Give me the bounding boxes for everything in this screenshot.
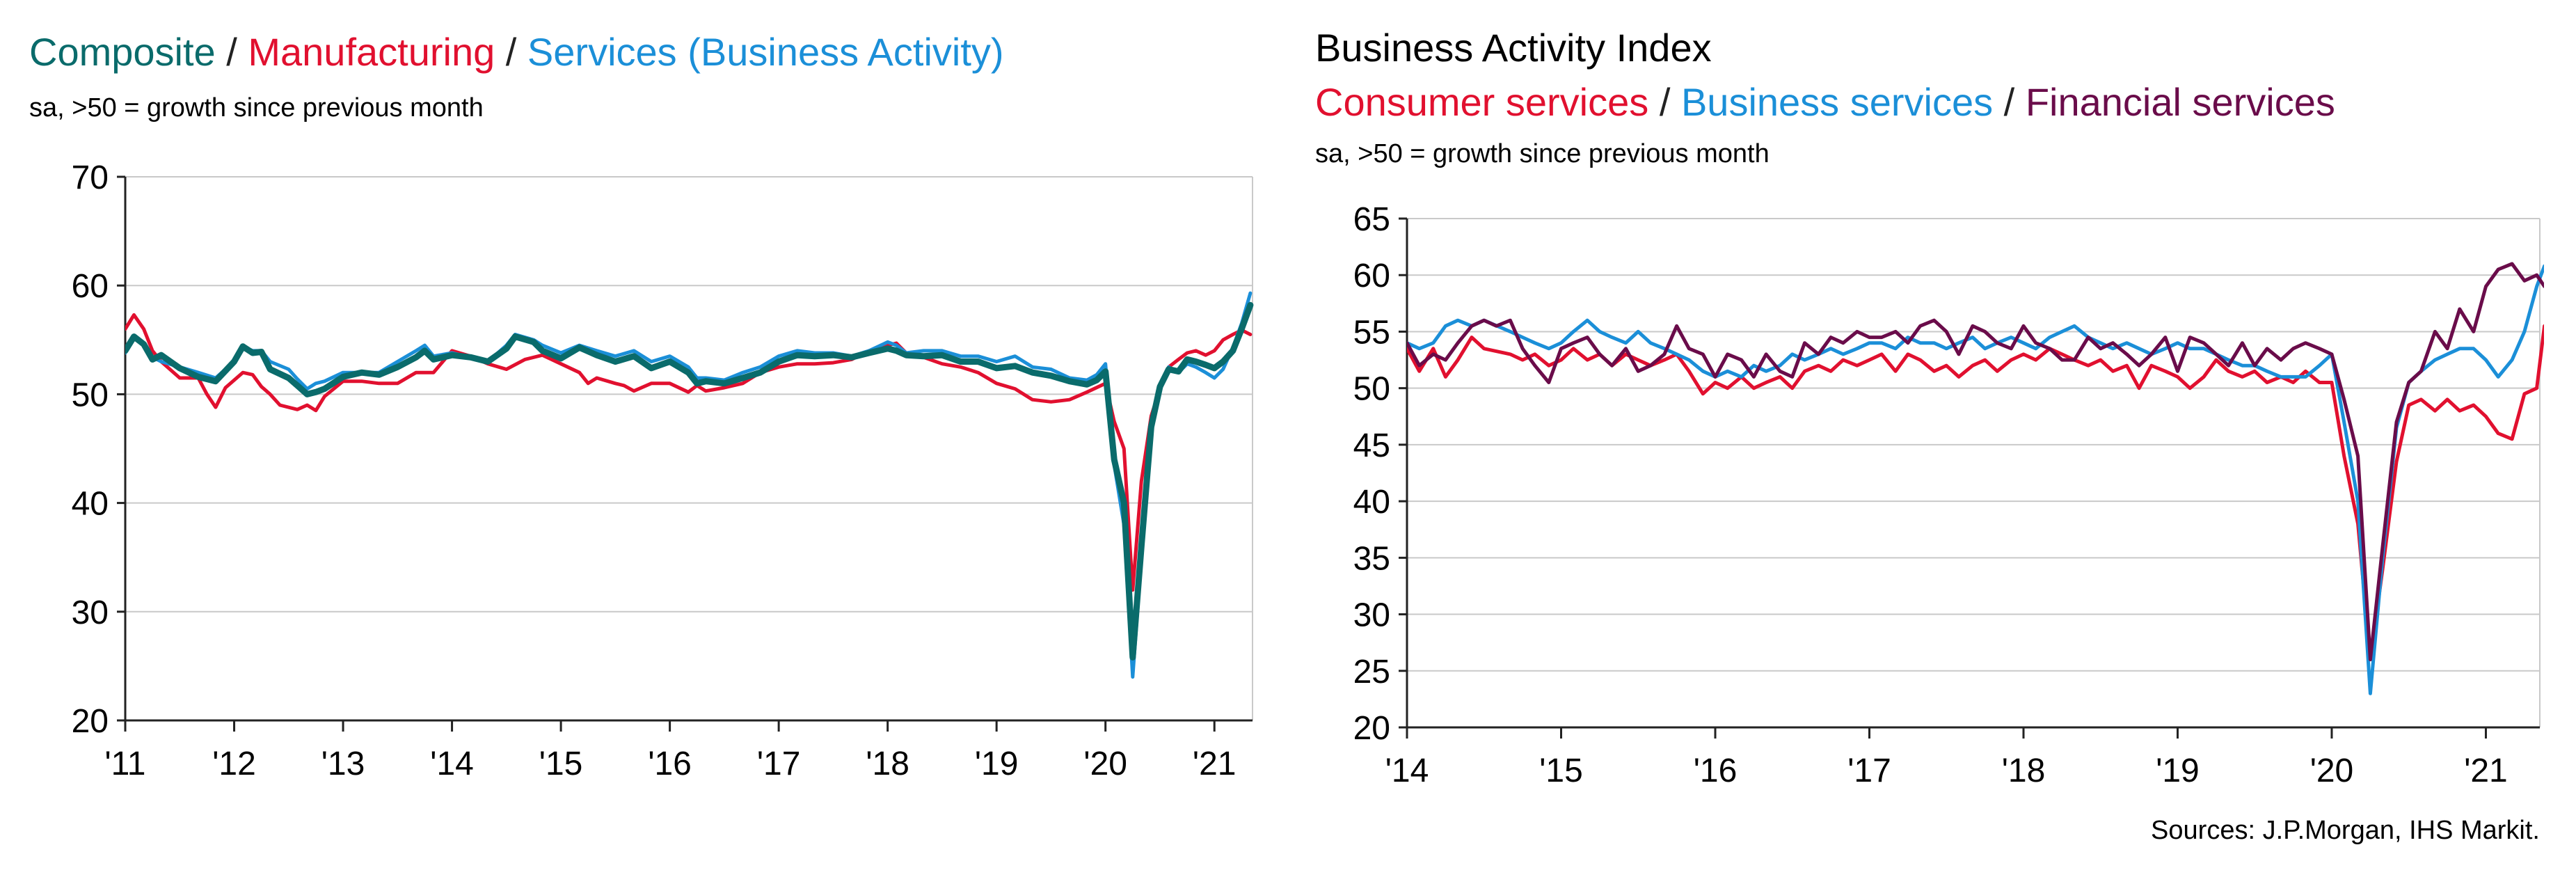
legend-separator: /: [1648, 80, 1681, 124]
title-separator: /: [495, 30, 527, 74]
legend-manufacturing: Manufacturing: [248, 30, 495, 74]
x-tick-labels: '11 '12 '13 '14 '15 '16 '17 '18 '19 '20 '21: [105, 720, 1237, 782]
x-tick-labels: '14 '15 '16 '17 '18 '19 '20 '21: [1385, 727, 2508, 789]
series-lines: [125, 291, 1254, 679]
x-tick-label: '21: [2464, 752, 2508, 789]
x-tick-label: '18: [2002, 752, 2046, 789]
right-chart-title: Business Activity Index: [1315, 26, 1712, 70]
legend-consumer-services: Consumer services: [1315, 80, 1649, 124]
y-tick-label: 35: [1353, 540, 1390, 577]
y-tick-label: 20: [72, 703, 109, 740]
gridlines: [1407, 218, 2541, 727]
legend-services: Services (Business Activity): [527, 30, 1004, 74]
x-tick-label: '16: [648, 745, 692, 782]
x-tick-label: '16: [1694, 752, 1738, 789]
legend-composite: Composite: [29, 30, 216, 74]
title-separator: /: [215, 30, 248, 74]
series-line-consumer: [1407, 324, 2544, 661]
y-tick-labels: 20 25 30 35 40 45 50 55 60 65: [1353, 201, 1407, 747]
right-chart-subtitle: sa, >50 = growth since previous month: [1315, 139, 1770, 168]
series-line-composite: [125, 301, 1254, 661]
y-tick-label: 45: [1353, 427, 1390, 464]
y-tick-labels: 20 30 40 50 60 70: [72, 159, 125, 740]
y-tick-label: 50: [1353, 371, 1390, 408]
series-line-business: [1407, 264, 2544, 695]
y-tick-label: 30: [1353, 597, 1390, 634]
x-tick-label: '18: [866, 745, 909, 782]
right-chart-legend: Consumer services / Business services / …: [1315, 79, 2335, 125]
y-tick-label: 65: [1353, 201, 1390, 238]
right-chart-panel: Business Activity Index Consumer service…: [1287, 0, 2576, 884]
left-chart-panel: Composite / Manufacturing / Services (Bu…: [0, 0, 1273, 884]
x-tick-label: '20: [1083, 745, 1127, 782]
left-chart-title: Composite / Manufacturing / Services (Bu…: [29, 29, 1004, 74]
x-tick-label: '17: [757, 745, 801, 782]
series-line-services: [125, 291, 1253, 679]
series-lines: [1407, 262, 2544, 695]
y-tick-label: 60: [72, 268, 109, 305]
y-tick-label: 40: [72, 486, 109, 523]
x-tick-label: '14: [430, 745, 474, 782]
gridlines: [125, 176, 1253, 720]
x-tick-label: '11: [105, 745, 146, 782]
y-tick-label: 55: [1353, 314, 1390, 351]
x-tick-label: '14: [1385, 752, 1429, 789]
x-tick-label: '19: [2156, 752, 2200, 789]
y-tick-label: 30: [72, 594, 109, 631]
legend-separator: /: [1993, 80, 2026, 124]
y-tick-label: 60: [1353, 258, 1390, 294]
y-tick-label: 20: [1353, 710, 1390, 747]
x-tick-label: '15: [1539, 752, 1583, 789]
source-note: Sources: J.P.Morgan, IHS Markit.: [2151, 816, 2540, 845]
x-tick-label: '17: [1847, 752, 1891, 789]
series-line-manufacturing: [125, 313, 1253, 592]
x-tick-label: '12: [212, 745, 256, 782]
y-tick-label: 70: [72, 159, 109, 196]
x-tick-label: '15: [539, 745, 583, 782]
legend-financial-services: Financial services: [2025, 80, 2335, 124]
x-tick-label: '20: [2310, 752, 2354, 789]
x-tick-label: '21: [1193, 745, 1237, 782]
right-line-chart: 20 25 30 35 40 45 50 55 60 65 '14 '15 '16 '17 '18 '19 '2…: [1353, 201, 2544, 789]
left-chart-subtitle: sa, >50 = growth since previous month: [29, 93, 484, 123]
x-tick-label: '19: [975, 745, 1019, 782]
legend-business-services: Business services: [1680, 80, 1994, 124]
y-tick-label: 40: [1353, 484, 1390, 521]
x-tick-label: '13: [321, 745, 365, 782]
y-tick-label: 25: [1353, 654, 1390, 690]
y-tick-label: 50: [72, 377, 109, 413]
series-line-financial: [1407, 262, 2544, 661]
